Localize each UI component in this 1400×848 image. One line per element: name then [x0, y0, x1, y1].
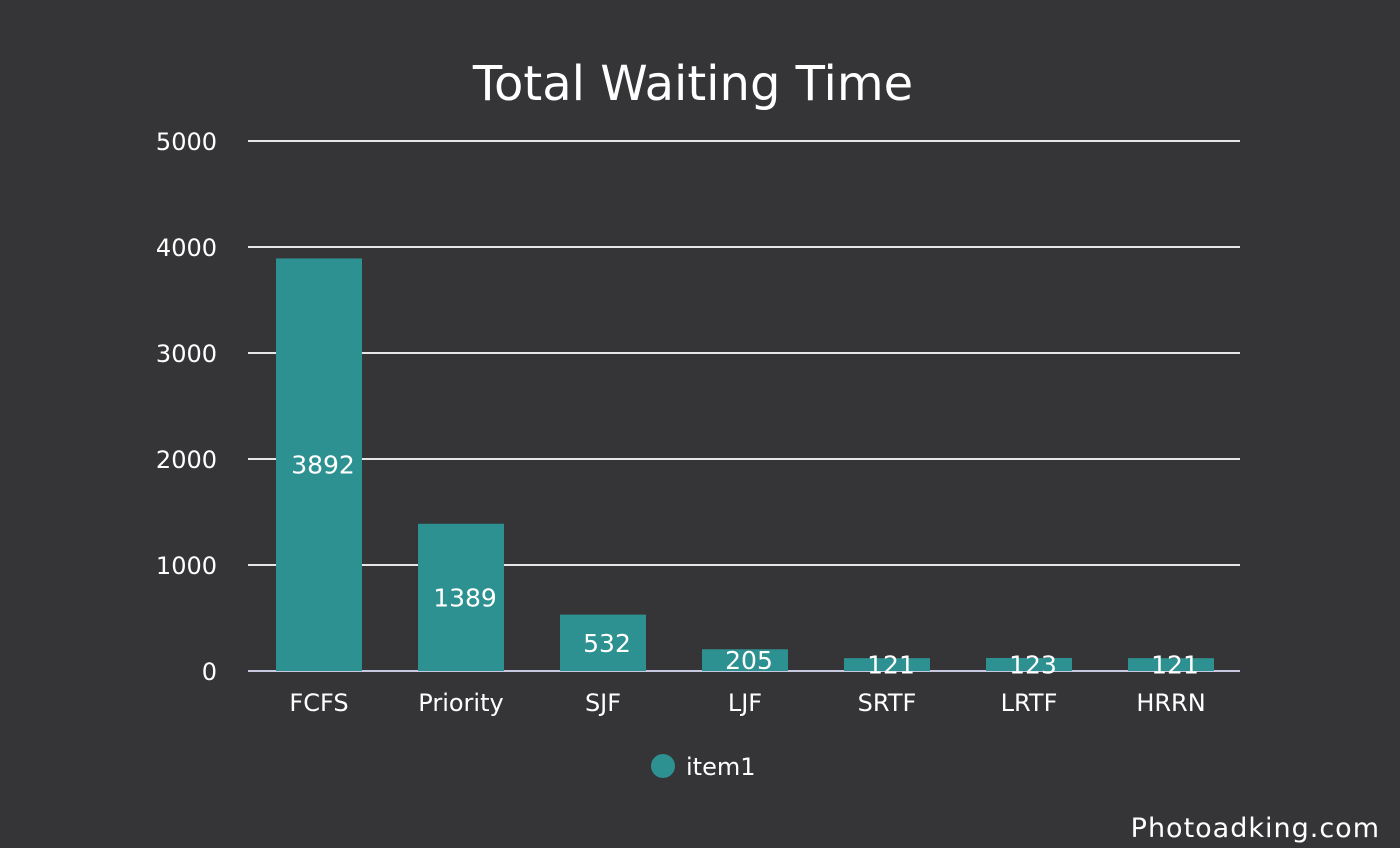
y-tick-label: 3000 — [156, 340, 217, 368]
y-tick-label: 2000 — [156, 446, 217, 474]
x-tick-label-fcfs: FCFS — [289, 689, 348, 717]
bar-fcfs[interactable] — [276, 258, 362, 671]
x-tick-label-sjf: SJF — [585, 689, 621, 717]
x-tick-label-srtf: SRTF — [858, 689, 917, 717]
data-label-hrrn: 121 — [1151, 651, 1199, 680]
chart-title: Total Waiting Time — [472, 56, 913, 112]
legend[interactable]: item1 — [651, 753, 756, 781]
bars — [276, 258, 1214, 671]
data-label-fcfs: 3892 — [291, 451, 355, 480]
data-label-sjf: 532 — [583, 629, 631, 658]
y-tick-label: 4000 — [156, 234, 217, 262]
x-tick-label-lrtf: LRTF — [1001, 689, 1058, 717]
data-label-srtf: 121 — [867, 651, 915, 680]
x-tick-label-hrrn: HRRN — [1136, 689, 1205, 717]
x-axis-labels: FCFS Priority SJF LJF SRTF LRTF HRRN — [289, 689, 1205, 717]
legend-swatch — [651, 754, 675, 778]
y-tick-label: 5000 — [156, 128, 217, 156]
data-labels: 3892 1389 532 205 121 123 121 — [291, 451, 1199, 680]
data-label-ljf: 205 — [725, 646, 773, 675]
data-label-lrtf: 123 — [1009, 650, 1057, 679]
gridlines — [248, 140, 1240, 672]
y-axis-ticks: 0 1000 2000 3000 4000 5000 — [156, 128, 217, 686]
legend-label-item1: item1 — [686, 753, 756, 781]
x-tick-label-ljf: LJF — [728, 689, 762, 717]
data-label-priority: 1389 — [433, 583, 497, 612]
y-tick-label: 1000 — [156, 552, 217, 580]
bar-sjf[interactable] — [560, 614, 646, 671]
bar-hrrn[interactable] — [1128, 658, 1214, 671]
bar-ljf[interactable] — [702, 649, 788, 671]
bar-lrtf[interactable] — [986, 657, 1072, 671]
x-tick-label-priority: Priority — [418, 689, 503, 717]
bar-priority[interactable] — [418, 523, 504, 671]
bar-srtf[interactable] — [844, 658, 930, 671]
y-tick-label: 0 — [202, 658, 217, 686]
watermark: Photoadking.com — [1130, 813, 1380, 844]
